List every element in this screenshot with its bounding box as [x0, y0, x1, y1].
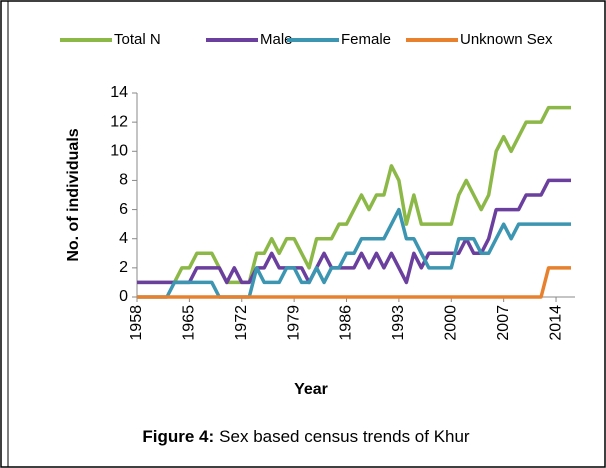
x-tick-label: 1965 [181, 305, 198, 341]
x-tick-label: 2000 [442, 305, 459, 341]
y-tick-label: 8 [119, 172, 128, 189]
series-line [137, 266, 571, 299]
series-line [137, 207, 571, 299]
caption-label: Figure 4: [142, 427, 214, 446]
x-tick-label: 1993 [390, 305, 407, 341]
x-tick-label: 1979 [285, 305, 302, 341]
y-tick-label: 6 [119, 201, 128, 218]
y-tick-label: 12 [110, 113, 128, 130]
y-tick-label: 0 [119, 288, 128, 305]
x-tick-label: 1958 [128, 305, 145, 341]
y-tick-label: 4 [119, 230, 128, 247]
x-tick-label: 2007 [495, 305, 512, 341]
x-axis-title: Year [294, 381, 328, 398]
y-tick-label: 2 [119, 259, 128, 276]
y-tick-label: 14 [110, 84, 128, 101]
caption-text: Sex based census trends of Khur [219, 427, 470, 446]
y-axis-title: No. of individuals [65, 128, 82, 261]
caption: Figure 4: Sex based census trends of Khur [142, 427, 470, 446]
series-line [137, 105, 571, 285]
x-tick-label: 2014 [547, 305, 564, 341]
series-line [137, 178, 571, 285]
legend-label: Female [341, 31, 391, 48]
y-tick-label: 10 [110, 143, 128, 160]
x-tick-label: 1986 [338, 305, 355, 341]
x-tick-label: 1972 [233, 305, 250, 341]
legend-label: Male [260, 31, 293, 48]
legend-label: Total N [114, 31, 161, 48]
legend-label: Unknown Sex [460, 31, 553, 48]
